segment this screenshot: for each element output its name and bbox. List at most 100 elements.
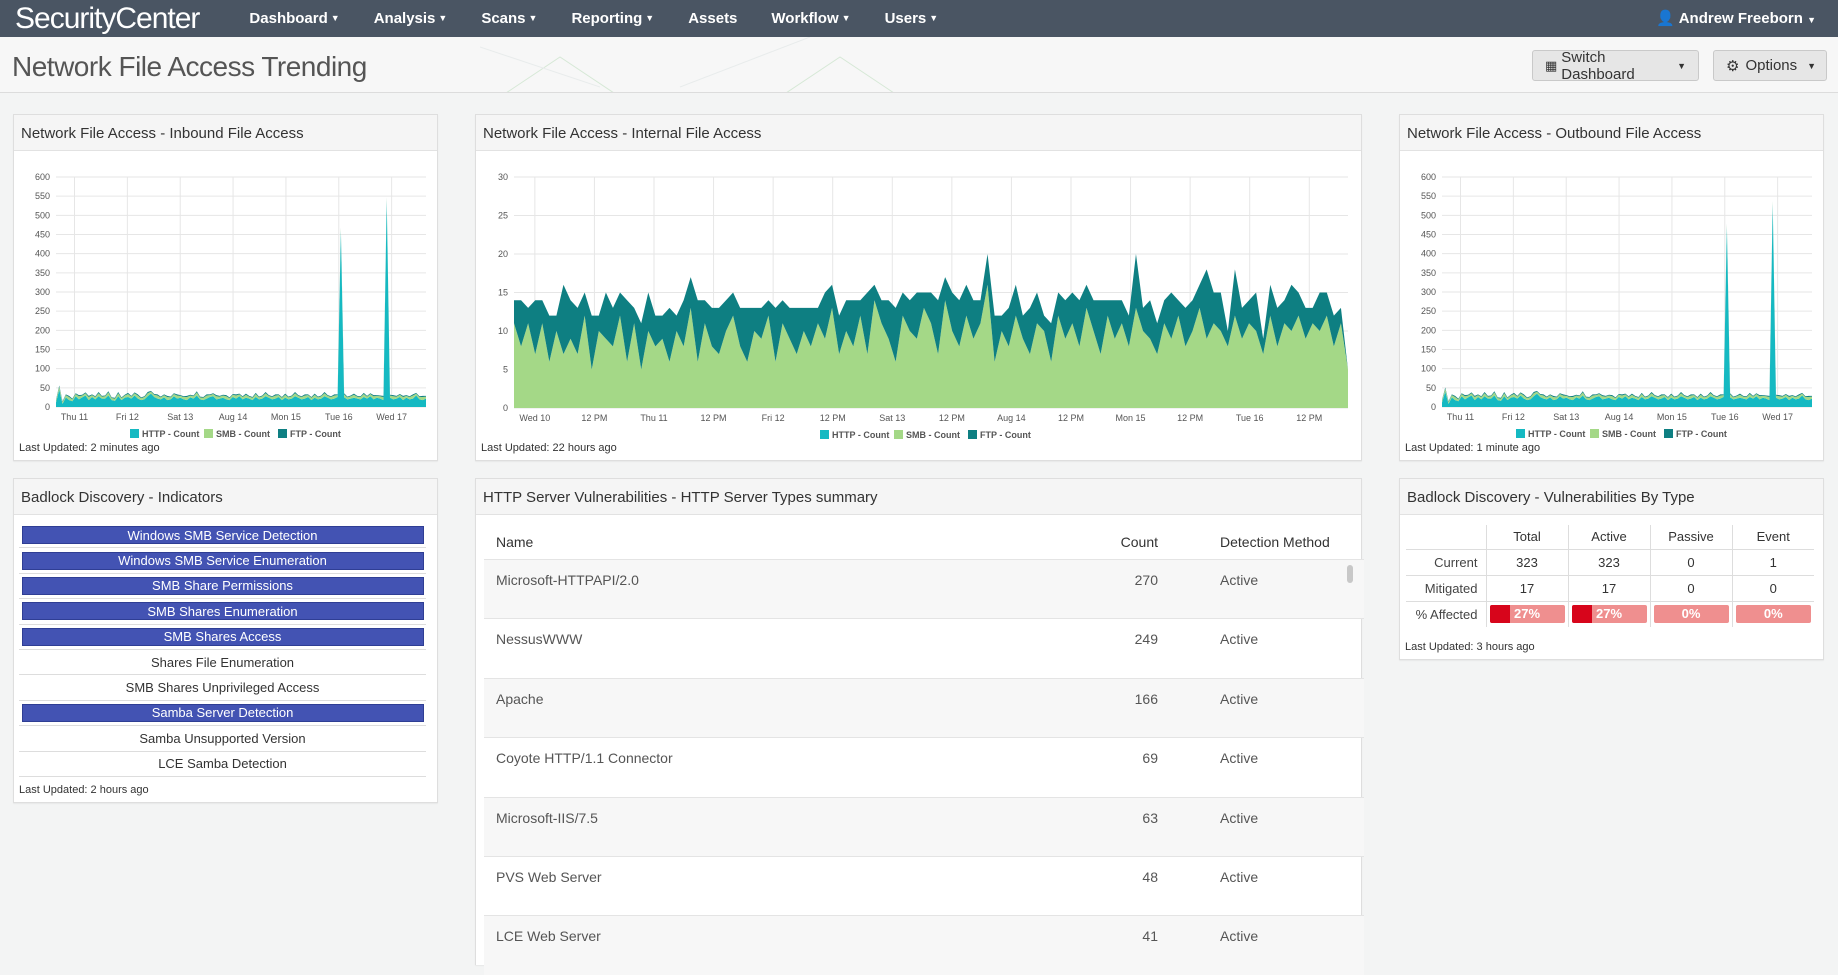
- indicator-label: Windows SMB Service Enumeration: [21, 551, 424, 570]
- series-area-ftp[interactable]: [56, 197, 426, 403]
- indicator-item[interactable]: Shares File Enumeration: [19, 650, 426, 676]
- table-row[interactable]: Microsoft-IIS/7.5 63 Active: [484, 796, 1364, 856]
- x-tick-label: Thu 11: [640, 413, 667, 423]
- legend-swatch: [1590, 429, 1599, 438]
- indicator-item[interactable]: Windows SMB Service Detection: [19, 523, 426, 549]
- cell-value[interactable]: 0: [1731, 574, 1814, 601]
- detection-method: Active: [1220, 631, 1259, 648]
- indicator-item[interactable]: SMB Shares Enumeration: [19, 599, 426, 625]
- caret-down-icon: ▼: [841, 13, 851, 23]
- y-tick-label: 100: [35, 364, 50, 374]
- x-tick-label: 12 PM: [1058, 413, 1084, 423]
- legend-label[interactable]: SMB - Count: [1602, 429, 1656, 439]
- nav-dashboard[interactable]: Dashboard ▼: [249, 10, 340, 27]
- nav-assets[interactable]: Assets: [688, 10, 738, 27]
- x-tick-label: Mon 15: [1657, 412, 1687, 422]
- table-row[interactable]: Apache 166 Active: [484, 677, 1364, 738]
- indicator-item[interactable]: Samba Unsupported Version: [19, 726, 426, 752]
- nav-users[interactable]: Users ▼: [884, 10, 939, 27]
- cell-value[interactable]: 323: [1485, 548, 1568, 575]
- legend-label[interactable]: HTTP - Count: [1528, 429, 1585, 439]
- indicator-label: SMB Share Permissions: [21, 576, 424, 595]
- user-menu[interactable]: 👤 Andrew Freeborn ▼: [1656, 9, 1816, 27]
- cell-value[interactable]: 17: [1567, 574, 1650, 601]
- cell-value[interactable]: 0: [1649, 548, 1732, 575]
- table-row[interactable]: LCE Web Server 41 Active: [484, 915, 1364, 975]
- legend-label[interactable]: SMB - Count: [216, 429, 270, 439]
- series-area-smb[interactable]: [514, 284, 1348, 408]
- indicator-item[interactable]: LCE Samba Detection: [19, 752, 426, 777]
- legend-label[interactable]: FTP - Count: [980, 430, 1031, 439]
- x-tick-label: Thu 11: [1447, 412, 1474, 422]
- series-area-smb[interactable]: [56, 198, 426, 404]
- legend-label[interactable]: HTTP - Count: [142, 429, 199, 439]
- outbound-chart: 0 50 100 150 200 250 300 350 400 450 500 550 600 Thu …: [1421, 172, 1812, 439]
- table-row[interactable]: NessusWWW 249 Active: [484, 618, 1364, 677]
- column-name[interactable]: Name: [496, 534, 534, 550]
- server-count: 48: [1142, 868, 1158, 885]
- detection-method: Active: [1220, 868, 1259, 885]
- affected-bar[interactable]: 27%: [1489, 605, 1565, 624]
- x-tick-label: Aug 14: [219, 412, 248, 422]
- nav-workflow[interactable]: Workflow ▼: [771, 10, 851, 27]
- nav-analysis[interactable]: Analysis ▼: [373, 10, 448, 27]
- column-event: Event: [1731, 525, 1814, 549]
- indicator-item[interactable]: SMB Shares Access: [19, 624, 426, 650]
- panel-title: Network File Access - Outbound File Acce…: [1400, 115, 1823, 151]
- cell-value[interactable]: 0: [1649, 574, 1732, 601]
- table-row: Mitigated 17 17 0 0: [1406, 574, 1814, 601]
- series-area-smb[interactable]: [1442, 201, 1812, 404]
- table-row[interactable]: PVS Web Server 48 Active: [484, 855, 1364, 915]
- row-label: Mitigated: [1406, 574, 1486, 601]
- series-area-http[interactable]: [56, 200, 426, 407]
- x-tick-label: Tue 16: [325, 412, 353, 422]
- switch-dashboard-button[interactable]: ▦ Switch Dashboard ▼: [1532, 49, 1699, 83]
- server-name: Microsoft-IIS/7.5: [496, 809, 598, 826]
- x-tick-label: Tue 16: [1236, 413, 1264, 423]
- internal-chart: 0 5 10 15 20 25 30 Wed 10 12 PM Thu 11 12 PM Fri 12…: [498, 172, 1348, 439]
- legend-label[interactable]: HTTP - Count: [832, 430, 889, 439]
- indicator-item[interactable]: Samba Server Detection: [19, 700, 426, 727]
- legend-label[interactable]: FTP - Count: [1676, 429, 1727, 439]
- caret-down-icon: ▼: [929, 13, 939, 23]
- caret-down-icon: ▼: [438, 13, 448, 23]
- last-updated: Last Updated: 1 minute ago: [1405, 442, 1541, 454]
- cell-value[interactable]: 323: [1567, 548, 1650, 575]
- legend-swatch: [968, 430, 977, 439]
- series-area-http[interactable]: [1442, 203, 1812, 407]
- brand-logo[interactable]: SecurityCenter: [15, 1, 200, 35]
- affected-bar[interactable]: 0%: [1735, 605, 1811, 624]
- column-count[interactable]: Count: [1120, 534, 1158, 550]
- series-area-ftp[interactable]: [514, 254, 1348, 370]
- server-count: 41: [1142, 928, 1158, 945]
- cell-value[interactable]: 17: [1485, 574, 1568, 601]
- vulns-table: Total Active Passive Event Current 323 3…: [1406, 525, 1814, 627]
- last-updated: Last Updated: 2 hours ago: [19, 784, 149, 796]
- indicator-label: Samba Server Detection: [21, 703, 424, 722]
- legend-label[interactable]: FTP - Count: [290, 429, 341, 439]
- x-tick-label: Sat 13: [879, 413, 905, 423]
- indicator-item[interactable]: SMB Share Permissions: [19, 573, 426, 600]
- options-button[interactable]: ⚙ Options ▼: [1713, 50, 1827, 81]
- y-tick-label: 10: [498, 326, 508, 336]
- column-total: Total: [1485, 525, 1568, 549]
- server-count: 63: [1142, 809, 1158, 826]
- y-tick-label: 0: [45, 402, 50, 412]
- series-area-ftp[interactable]: [1442, 201, 1812, 403]
- table-row[interactable]: Microsoft-HTTPAPI/2.0 270 Active: [484, 559, 1364, 619]
- affected-bar[interactable]: 27%: [1571, 605, 1647, 624]
- table-row[interactable]: Coyote HTTP/1.1 Connector 69 Active: [484, 737, 1364, 796]
- column-detection-method[interactable]: Detection Method: [1220, 534, 1330, 550]
- indicator-item[interactable]: SMB Shares Unprivileged Access: [19, 675, 426, 701]
- x-tick-label: Aug 14: [997, 413, 1026, 423]
- nav-reporting[interactable]: Reporting ▼: [571, 10, 655, 27]
- cell-value[interactable]: 1: [1731, 548, 1814, 575]
- nav-scans[interactable]: Scans ▼: [481, 10, 538, 27]
- user-icon: 👤: [1656, 10, 1676, 27]
- indicator-item[interactable]: Windows SMB Service Enumeration: [19, 548, 426, 574]
- affected-bar[interactable]: 0%: [1653, 605, 1729, 624]
- top-nav: SecurityCenter Dashboard ▼ Analysis ▼ Scan…: [0, 0, 1838, 37]
- legend-label[interactable]: SMB - Count: [906, 430, 960, 439]
- detection-method: Active: [1220, 690, 1259, 707]
- scrollbar-thumb[interactable]: [1347, 565, 1353, 583]
